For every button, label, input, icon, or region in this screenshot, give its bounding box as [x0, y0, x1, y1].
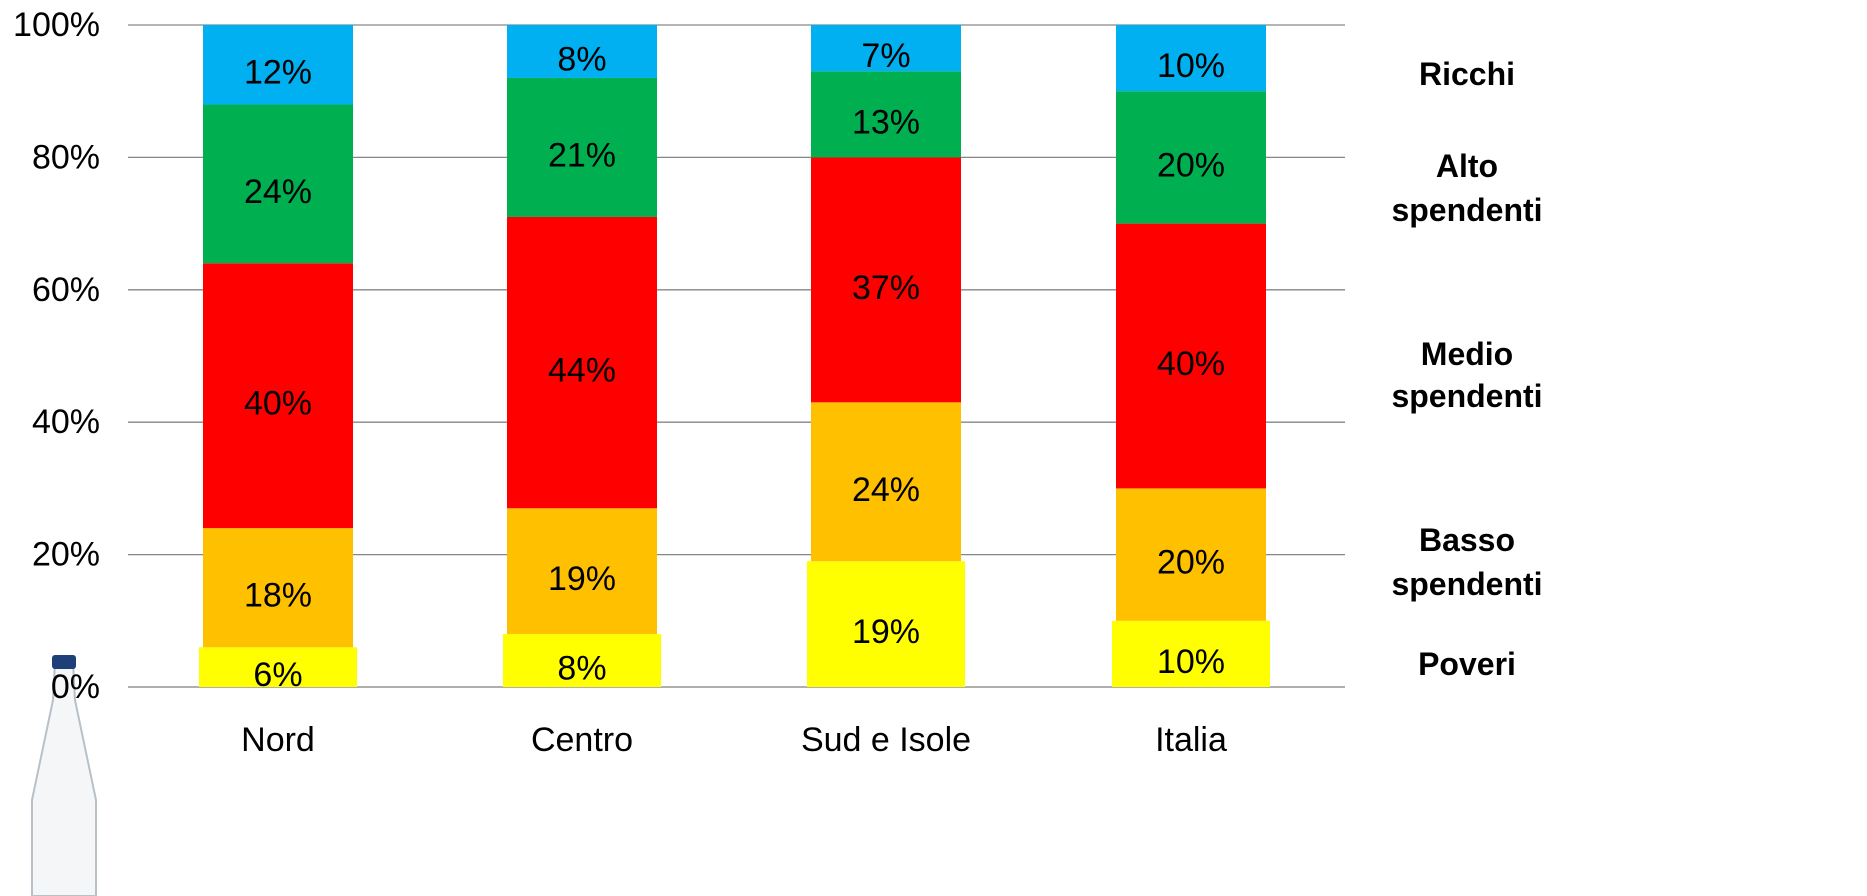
legend-entry: Alto	[1436, 148, 1498, 184]
y-tick-label: 60%	[32, 271, 100, 309]
legend-entry: Poveri	[1418, 646, 1516, 682]
x-category-label: Sud e Isole	[801, 721, 971, 759]
bar-segment	[507, 77, 657, 217]
data-label: 44%	[548, 352, 616, 390]
data-label: 12%	[244, 54, 312, 92]
bar-segment	[507, 508, 657, 635]
bar-segment	[203, 263, 353, 529]
bar-segment	[811, 402, 961, 562]
legend-entry: Medio	[1421, 336, 1513, 372]
data-label: 19%	[548, 560, 616, 598]
bar-segment	[203, 25, 353, 105]
data-label: 13%	[852, 103, 920, 141]
x-category-label: Italia	[1155, 721, 1227, 759]
bar-segment	[1112, 620, 1270, 687]
bottle-icon	[31, 655, 97, 896]
bar-segment	[503, 634, 661, 687]
data-label: 10%	[1157, 47, 1225, 85]
data-label: 8%	[557, 40, 606, 78]
x-category-label: Nord	[241, 721, 315, 759]
data-label: 8%	[557, 650, 606, 688]
data-label: 19%	[852, 613, 920, 651]
data-label: 24%	[244, 173, 312, 211]
bar-segment	[507, 216, 657, 509]
data-label: 6%	[253, 656, 302, 694]
y-tick-label: 0%	[51, 668, 100, 706]
data-label: 7%	[861, 37, 910, 75]
data-label: 10%	[1157, 643, 1225, 681]
bar-segment	[1116, 223, 1266, 489]
bar-segment	[203, 528, 353, 648]
bar-segment	[199, 647, 357, 687]
y-tick-label: 100%	[13, 6, 100, 44]
x-axis: Nord Centro Sud e Isole Italia	[241, 721, 1227, 759]
bars: 6% 18% 40% 24% 12% 8% 19% 44% 21% 8% 19% 24% 37% 13% 7…	[199, 25, 1270, 694]
bar-segment	[507, 25, 657, 78]
data-label: 37%	[852, 269, 920, 307]
legend-entry: spendenti	[1391, 378, 1542, 414]
data-label: 40%	[1157, 345, 1225, 383]
data-label: 18%	[244, 577, 312, 615]
bar-segment	[811, 71, 961, 158]
legend-entry: spendenti	[1391, 192, 1542, 228]
bar-segment	[1116, 91, 1266, 224]
bar-segment	[203, 104, 353, 264]
legend-entry: Basso	[1419, 522, 1515, 558]
y-tick-label: 80%	[32, 138, 100, 176]
data-label: 20%	[1157, 544, 1225, 582]
legend-entry: spendenti	[1391, 566, 1542, 602]
x-category-label: Centro	[531, 721, 633, 759]
bar-segment	[811, 25, 961, 72]
bar-segment	[807, 561, 965, 687]
data-label: 20%	[1157, 146, 1225, 184]
bar-segment	[1116, 488, 1266, 621]
y-tick-label: 40%	[32, 403, 100, 441]
legend-entry: Ricchi	[1419, 56, 1515, 92]
y-axis: 0% 20% 40% 60% 80% 100%	[13, 6, 100, 706]
bar-segment	[1116, 25, 1266, 92]
y-tick-label: 20%	[32, 536, 100, 574]
data-label: 24%	[852, 471, 920, 509]
data-label: 40%	[244, 385, 312, 423]
legend: Ricchi Alto spendenti Medio spendenti Basso sp…	[1391, 56, 1542, 682]
bar-segment	[811, 157, 961, 403]
data-label: 21%	[548, 136, 616, 174]
